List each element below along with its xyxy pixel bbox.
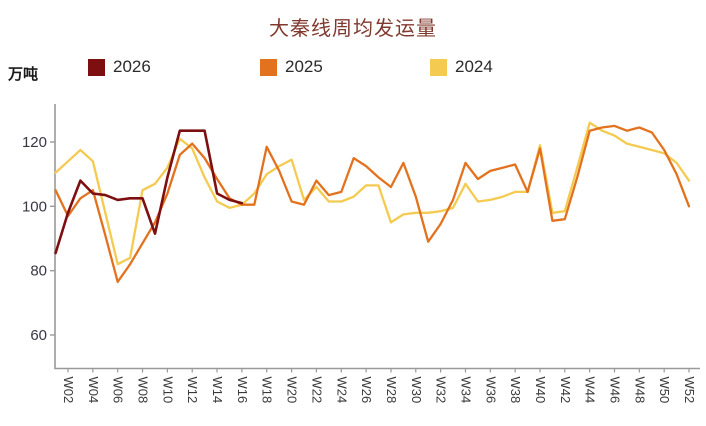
x-tick-label: W26 [359,377,374,404]
x-tick-label: W36 [483,377,498,404]
y-axis-unit-label: 万吨 [8,66,39,83]
x-tick-label: W40 [533,377,548,404]
x-tick-label: W18 [260,377,275,404]
x-tick-label: W04 [86,377,101,404]
y-tick-label: 60 [30,327,47,344]
legend-item-2025[interactable]: 2025 [260,57,323,77]
x-tick-label: W28 [384,377,399,404]
legend-item-2026[interactable]: 2026 [88,57,151,77]
x-tick-label: W32 [434,377,449,404]
legend-swatch-2024 [430,58,447,76]
x-tick-label: W38 [508,377,523,404]
axes [54,104,700,370]
x-tick-label: W44 [583,377,598,404]
x-tick-label: W14 [210,377,225,404]
series-line-2026 [54,129,244,255]
legend-swatch-2025 [260,58,277,76]
legend-label-2026: 2026 [113,57,151,76]
x-tick-label: W10 [160,377,175,404]
x-tick-label: W24 [334,377,349,404]
x-tick-label: W12 [185,377,200,404]
x-tick-label: W16 [235,377,250,404]
x-tick-label: W34 [458,377,473,404]
x-tick-label: W08 [136,377,151,404]
legend-item-2024[interactable]: 2024 [430,57,493,77]
y-tick-label: 100 [22,198,47,215]
legend: 2026 2025 2024 [0,57,706,81]
legend-swatch-2026 [88,58,105,76]
x-tick-label: W06 [111,377,126,404]
x-tick-label: W50 [657,377,672,404]
x-tick-label: W52 [682,377,697,404]
x-tick-label: W20 [285,377,300,404]
y-tick-label: 80 [30,263,47,280]
x-tick-label: W48 [632,377,647,404]
x-tick-label: W46 [608,377,623,404]
page-title: 大秦线周均发运量 [269,18,437,40]
x-tick-label: W22 [309,377,324,404]
legend-label-2024: 2024 [455,57,493,76]
x-tick-label: W42 [558,377,573,404]
legend-label-2025: 2025 [285,57,323,76]
y-tick-label: 120 [22,134,47,151]
x-tick-label: W02 [61,377,76,404]
x-tick-label: W30 [409,377,424,404]
series-line-2024 [54,121,691,266]
series-line-2025 [54,124,691,284]
